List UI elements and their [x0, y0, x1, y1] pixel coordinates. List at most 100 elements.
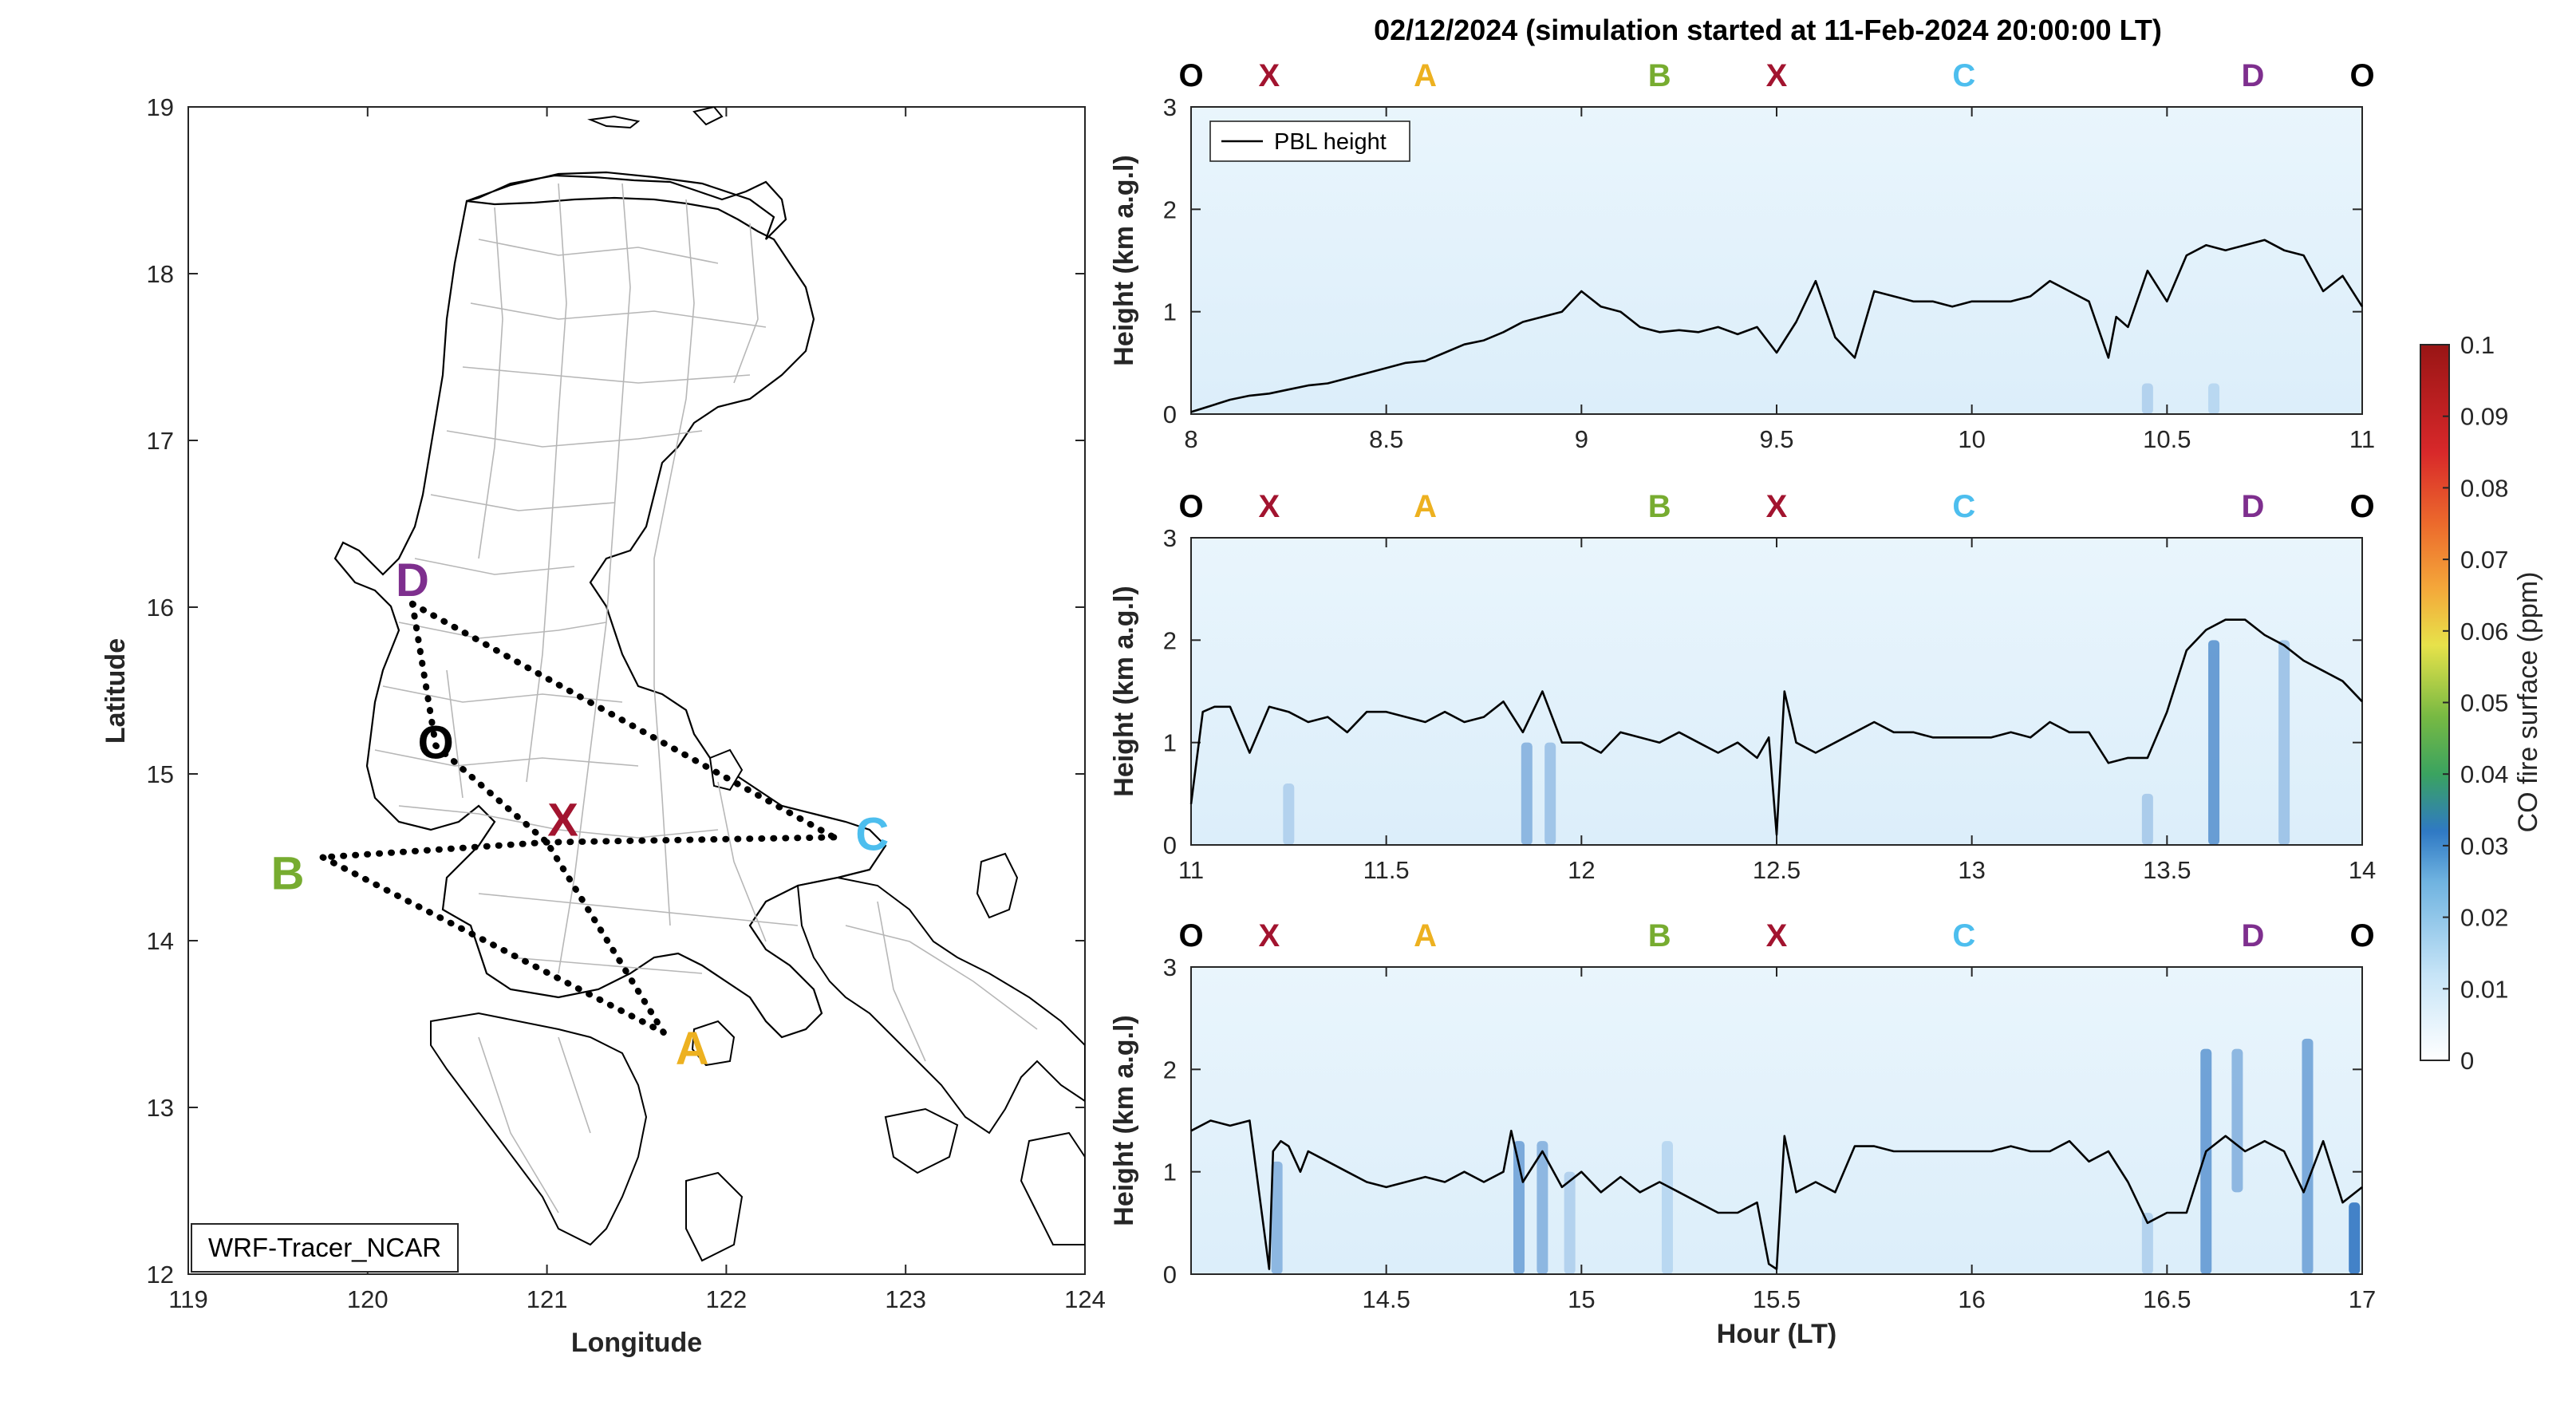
x-tick-label: 16.5 [2143, 1285, 2191, 1313]
co-fire-column [1283, 783, 1295, 845]
map-x-axis-label: Longitude [571, 1328, 702, 1358]
colorbar: 0 0.01 0.02 0.03 0.04 0.05 0.06 0.07 0.08 0.09 0.1… [2420, 331, 2543, 1075]
route-line-X-B [319, 839, 550, 861]
map-point-label-A: A [676, 1023, 709, 1075]
segment-label-X: X [1766, 58, 1788, 93]
segment-label-O: O [1178, 918, 1203, 953]
x-axis-label: Hour (LT) [1717, 1319, 1836, 1349]
co-fire-column [2208, 640, 2220, 845]
bicol-outline [796, 876, 1085, 1135]
segment-label-O: O [1178, 58, 1203, 93]
y-tick-label: 3 [1163, 524, 1177, 552]
x-tick-label: 15.5 [1753, 1285, 1801, 1313]
map-point-labels: D O X C B A [271, 555, 890, 1075]
y-axis-label: Height (km a.g.l) [1109, 155, 1139, 365]
model-label: WRF-Tracer_NCAR [208, 1233, 441, 1262]
map-ticks: 119 120 121 122 123 124 12 13 14 15 16 17 18 19 [147, 93, 1106, 1313]
segment-label-O: O [2349, 58, 2374, 93]
colorbar-tick-label: 0 [2460, 1047, 2474, 1075]
colorbar-label: CO fire surface (ppm) [2513, 572, 2543, 833]
pbl-height-line [1190, 1119, 2363, 1270]
segment-label-C: C [1952, 489, 1975, 524]
route-line-B-A [319, 854, 667, 1036]
mindoro-outline [430, 1012, 648, 1246]
colorbar-tick-label: 0.04 [2460, 760, 2508, 788]
x-tick-label: 9.5 [1759, 425, 1793, 453]
route-line-O-X [432, 742, 550, 846]
colorbar-tick-label: 0.01 [2460, 975, 2508, 1003]
pbl-height-line [1190, 239, 2364, 413]
colorbar-tick-label: 0.08 [2460, 474, 2508, 502]
x-tick-label: 8 [1184, 425, 1197, 453]
map-y-tick-label: 17 [147, 427, 174, 455]
segment-label-B: B [1648, 58, 1671, 93]
segment-label-B: B [1648, 489, 1671, 524]
segment-label-C: C [1952, 918, 1975, 953]
map-x-tick-label: 122 [706, 1285, 748, 1313]
co-fire-column [2141, 793, 2153, 845]
segment-label-X: X [1766, 918, 1788, 953]
co-fire-column [2141, 383, 2153, 414]
map-x-tick-label: 124 [1064, 1285, 1106, 1313]
map-panel: DOX CBA 119 120 121 122 123 124121314151617181… [101, 93, 1106, 1358]
route-line-A-X [543, 839, 667, 1036]
colorbar-ticks: 0 0.01 0.02 0.03 0.04 0.05 0.06 0.07 0.08 0.09 0.1 [2443, 331, 2508, 1075]
map-y-tick-label: 15 [147, 760, 174, 788]
x-tick-label: 10.5 [2143, 425, 2191, 453]
x-tick-label: 11 [1178, 856, 1204, 884]
legend-label: PBL height [1274, 129, 1387, 155]
x-tick-label: 15 [1568, 1285, 1595, 1313]
x-tick-label: 14 [2349, 856, 2376, 884]
segment-label-D: D [2242, 489, 2265, 524]
segment-label-O: O [1178, 489, 1203, 524]
co-fire-column [2349, 1202, 2361, 1274]
co-fire-column [2200, 1048, 2212, 1274]
x-tick-label: 16 [1958, 1285, 1985, 1313]
x-tick-label: 9 [1575, 425, 1588, 453]
x-tick-label: 12 [1568, 856, 1595, 884]
y-tick-label: 2 [1163, 195, 1177, 223]
colorbar-tick-label: 0.03 [2460, 832, 2508, 860]
co-fire-column [2141, 1213, 2153, 1274]
route-lines [319, 600, 838, 1036]
marinduque-outline [691, 1020, 736, 1067]
map-point-label-O: O [418, 716, 454, 768]
map-y-tick-label: 14 [147, 927, 174, 955]
segment-label-A: A [1414, 489, 1437, 524]
polillo-outline [708, 748, 744, 791]
route-line-C-X [543, 834, 838, 846]
colorbar-tick-label: 0.09 [2460, 403, 2508, 431]
segment-label-D: D [2242, 58, 2265, 93]
co-fire-column [2278, 640, 2290, 845]
segment-label-X: X [1259, 58, 1280, 93]
pbl-height-line [1189, 618, 2363, 836]
map-x-tick-label: 121 [527, 1285, 568, 1313]
co-fire-column [2231, 1048, 2243, 1193]
y-tick-label: 1 [1163, 1158, 1177, 1186]
co-fire-column [1544, 742, 1556, 845]
y-tick-label: 1 [1163, 298, 1177, 326]
colorbar-tick-label: 0.06 [2460, 618, 2508, 645]
segment-label-O: O [2349, 918, 2374, 953]
segment-label-A: A [1414, 58, 1437, 93]
y-tick-label: 0 [1163, 1261, 1177, 1289]
map-y-tick-label: 12 [147, 1261, 174, 1289]
masbate-outline [884, 1107, 959, 1174]
segment-label-D: D [2242, 918, 2265, 953]
map-point-label-D: D [396, 555, 429, 606]
x-tick-label: 11 [2349, 425, 2375, 453]
co-fire-column [1537, 1141, 1548, 1274]
panel-background-middle [1191, 538, 2362, 845]
map-y-tick-label: 16 [147, 594, 174, 622]
map-y-axis-label: Latitude [101, 638, 131, 744]
map-point-label-C: C [855, 808, 889, 860]
model-label-box [191, 1223, 459, 1273]
legend: PBL height [1209, 120, 1410, 162]
map-x-tick-label: 119 [168, 1285, 207, 1313]
panay-outline [685, 1171, 744, 1262]
segment-label-O: O [2349, 489, 2374, 524]
y-tick-label: 1 [1163, 729, 1177, 757]
luzon-outline [333, 171, 887, 1039]
